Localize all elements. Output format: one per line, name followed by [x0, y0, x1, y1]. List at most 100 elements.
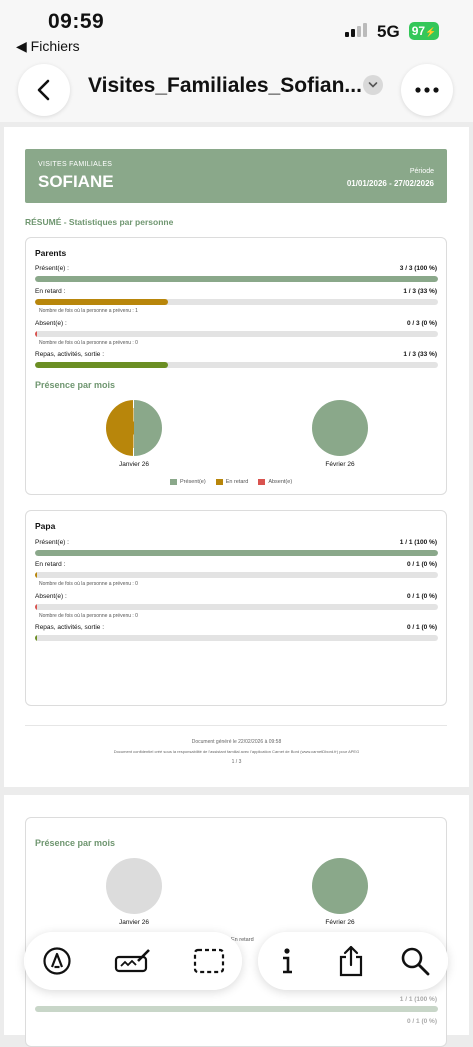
markup-toolbar — [24, 932, 242, 990]
info-icon — [283, 948, 292, 974]
row-label: Repas, activités, sortie : — [35, 624, 104, 631]
legend-item: En retard — [215, 479, 249, 485]
signature-button[interactable] — [104, 932, 162, 990]
footer-divider — [25, 725, 447, 726]
notice-count: Nombre de fois où la personne a prévenu … — [39, 613, 138, 619]
report-header: VISITES FAMILIALES SOFIANE Période 01/01… — [25, 149, 447, 203]
progress-bar — [35, 635, 438, 641]
pie-label: Janvier 26 — [119, 919, 149, 926]
markup-button[interactable] — [28, 932, 86, 990]
legend-swatch — [258, 479, 266, 485]
more-icon — [415, 87, 439, 93]
pie-fevrier — [312, 400, 368, 456]
bar-zero-marker — [35, 604, 37, 610]
row-value: 0 / 1 (0 %) — [407, 1018, 437, 1025]
search-icon — [401, 947, 430, 976]
legend-item: En retard — [231, 937, 254, 943]
progress-bar — [35, 331, 438, 337]
progress-bar — [35, 362, 438, 368]
share-button[interactable] — [322, 932, 380, 990]
back-button[interactable] — [18, 64, 70, 116]
row-label: En retard : — [35, 288, 66, 295]
title-menu-button[interactable] — [363, 75, 383, 95]
pie-chart — [312, 858, 368, 914]
pie-label: Février 26 — [325, 461, 355, 468]
clock: 09:59 — [48, 10, 105, 33]
pie-label: Février 26 — [325, 919, 355, 926]
row-label: Absent(e) : — [35, 320, 67, 327]
notice-count: Nombre de fois où la personne a prévenu … — [39, 308, 138, 314]
pie-chart — [106, 858, 162, 914]
pdf-page-2: Présence par mois Janvier 26 Février 26 … — [4, 795, 469, 1047]
notice-count: Nombre de fois où la personne a prévenu … — [39, 340, 138, 346]
bar-fill — [35, 1006, 438, 1012]
presence-title: Présence par mois — [35, 380, 116, 390]
header-subtitle: VISITES FAMILIALES — [38, 161, 113, 168]
pie-janvier — [106, 858, 162, 914]
row-label: Repas, activités, sortie : — [35, 351, 104, 358]
bar-zero-marker — [35, 331, 37, 337]
pie-fevrier — [312, 858, 368, 914]
legend-item: Absent(e) — [258, 479, 292, 485]
status-bar: 09:59 ◀ Fichiers 5G 97⚡ — [0, 0, 473, 58]
battery-indicator: 97⚡ — [409, 22, 439, 40]
bar-fill — [35, 299, 168, 305]
progress-bar — [35, 299, 438, 305]
pie-janvier — [106, 400, 162, 456]
legend-label: Présent(e) — [180, 479, 206, 485]
progress-bar — [35, 604, 438, 610]
row-value: 0 / 1 (0 %) — [407, 624, 437, 631]
progress-bar — [35, 1006, 438, 1012]
legend-label: Absent(e) — [268, 479, 293, 485]
footer-confidential: Document confidentiel créé sous la respo… — [113, 749, 360, 754]
row-value: 0 / 3 (0 %) — [407, 320, 437, 327]
pie-chart — [106, 400, 162, 456]
bar-fill — [35, 550, 438, 556]
progress-bar — [35, 572, 438, 578]
bar-fill — [35, 362, 168, 368]
notice-count: Nombre de fois où la personne a prévenu … — [39, 581, 138, 587]
row-value: 1 / 3 (33 %) — [403, 351, 437, 358]
period-value: 01/01/2026 - 27/02/2026 — [346, 179, 434, 188]
row-label: Présent(e) : — [35, 265, 69, 272]
battery-level: 97 — [411, 24, 426, 38]
row-value: 3 / 3 (100 %) — [399, 265, 437, 272]
legend-label: En retard — [225, 479, 249, 485]
page-number: 1 / 3 — [231, 759, 242, 765]
row-value: 0 / 1 (0 %) — [407, 593, 437, 600]
row-value: 1 / 1 (100 %) — [399, 539, 437, 546]
back-to-app-link[interactable]: ◀ Fichiers — [16, 38, 80, 54]
document-toolbar — [258, 932, 448, 990]
card-title: Parents — [35, 248, 67, 258]
network-type: 5G — [377, 22, 400, 41]
document-title[interactable]: Visites_Familiales_Sofian... — [88, 74, 362, 97]
chevron-left-icon — [37, 79, 50, 101]
info-button[interactable] — [258, 932, 316, 990]
signal-icon — [345, 23, 371, 37]
pie-label: Janvier 26 — [119, 461, 149, 468]
nav-bar: Visites_Familiales_Sofian... — [0, 58, 473, 122]
bar-zero-marker — [35, 572, 37, 578]
markup-icon — [43, 947, 71, 975]
card-title: Papa — [35, 521, 56, 531]
row-label: Absent(e) : — [35, 593, 67, 600]
legend-swatch — [215, 479, 223, 485]
footer-generated: Document généré le 22/02/2026 à 09:58 — [191, 739, 282, 745]
share-icon — [339, 945, 363, 977]
legend-label: En retard — [231, 937, 254, 943]
more-button[interactable] — [401, 64, 453, 116]
child-name: SOFIANE — [38, 172, 114, 191]
legend-item: Présent(e) — [170, 479, 206, 485]
row-label: En retard : — [35, 561, 66, 568]
pdf-page-1: VISITES FAMILIALES SOFIANE Période 01/01… — [4, 127, 469, 787]
select-area-icon — [193, 948, 225, 974]
select-area-button[interactable] — [180, 932, 238, 990]
person-card-papa: Papa Présent(e) : 1 / 1 (100 %) En retar… — [25, 510, 447, 706]
row-label: Présent(e) : — [35, 539, 69, 546]
row-value: 1 / 3 (33 %) — [403, 288, 437, 295]
progress-bar — [35, 550, 438, 556]
row-value: 1 / 1 (100 %) — [399, 996, 437, 1003]
search-button[interactable] — [386, 932, 444, 990]
bar-zero-marker — [35, 635, 37, 641]
legend-swatch — [170, 479, 177, 485]
